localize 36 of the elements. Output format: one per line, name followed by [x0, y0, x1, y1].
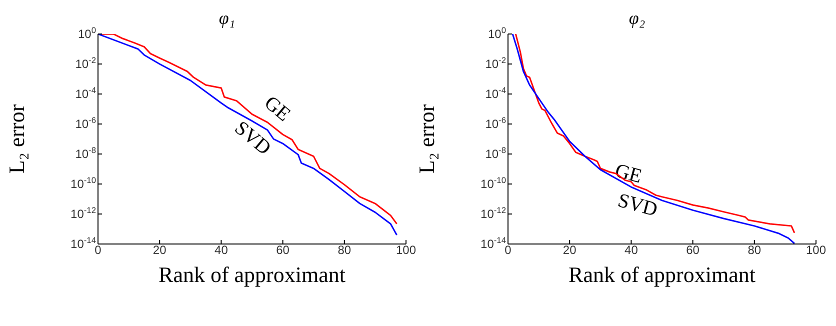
y-axis-title: L₂ error — [414, 104, 439, 174]
y-tick-label: 10$^{-12}$ — [480, 205, 506, 221]
x-tick-label: 20 — [152, 243, 167, 257]
y-axis-title: L₂ error — [4, 104, 29, 174]
annotation: SVD — [616, 189, 660, 221]
chart-title: φ₁ — [218, 8, 236, 28]
x-tick-label: 0 — [504, 243, 512, 257]
x-tick-label: 80 — [338, 243, 352, 257]
y-tick-label: 10$^{-14}$ — [70, 235, 96, 251]
chart-title: φ₂ — [628, 8, 646, 28]
y-tick-label: 10$^{-8}$ — [75, 145, 96, 161]
y-tick-label: 10$^{-4}$ — [75, 85, 96, 101]
y-tick-label: 10$^{-10}$ — [70, 175, 96, 191]
x-tick-label: 60 — [276, 243, 290, 257]
y-tick-label: 10$^{-10}$ — [480, 175, 506, 191]
y-tick-label: 10$^{-6}$ — [485, 115, 506, 131]
x-tick-label: 0 — [94, 243, 102, 257]
y-tick-label: 10$^{0}$ — [488, 25, 506, 41]
y-tick-label: 10$^{-14}$ — [480, 235, 506, 251]
y-tick-label: 10$^{-8}$ — [485, 145, 506, 161]
y-tick-label: 10$^{0}$ — [78, 25, 96, 41]
y-tick-label: 10$^{-2}$ — [485, 55, 506, 71]
x-axis-title: Rank of approximant — [568, 262, 756, 287]
y-tick-label: 10$^{-4}$ — [485, 85, 506, 101]
x-tick-label: 100 — [396, 243, 416, 257]
x-tick-label: 80 — [748, 243, 762, 257]
x-tick-label: 20 — [562, 243, 577, 257]
x-tick-label: 100 — [806, 243, 826, 257]
x-tick-label: 40 — [214, 243, 228, 257]
x-tick-label: 40 — [624, 243, 638, 257]
y-tick-label: 10$^{-2}$ — [75, 55, 96, 71]
annotation: GE — [612, 159, 644, 188]
y-tick-label: 10$^{-6}$ — [75, 115, 96, 131]
y-tick-label: 10$^{-12}$ — [70, 205, 96, 221]
x-axis-title: Rank of approximant — [158, 262, 346, 287]
x-tick-label: 60 — [686, 243, 700, 257]
